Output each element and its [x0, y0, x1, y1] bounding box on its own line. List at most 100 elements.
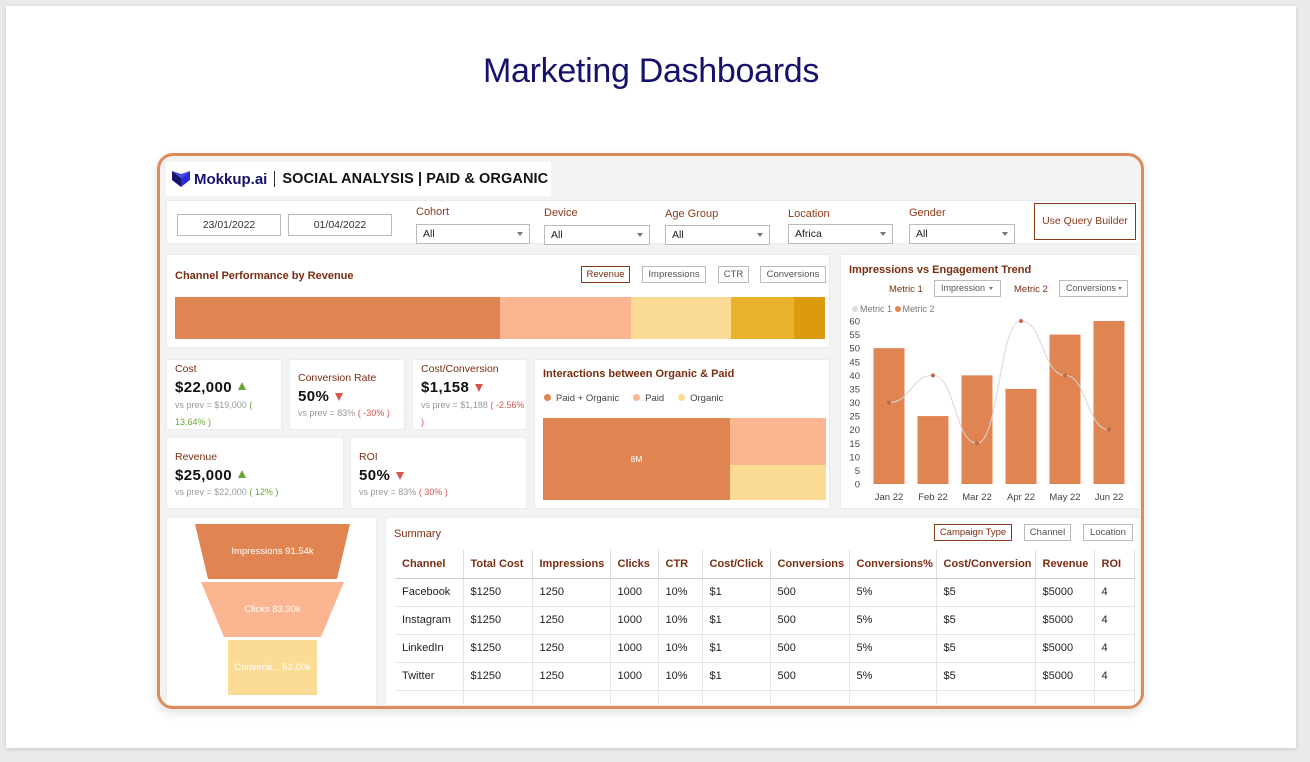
table-cell: Instagram — [395, 606, 464, 635]
location-select[interactable]: Africa — [788, 224, 893, 244]
table-cell: 1000 — [610, 634, 659, 663]
treemap-paid-organic: 8M — [543, 418, 730, 500]
table-cell: LinkedIn — [395, 634, 464, 663]
treemap-paid — [730, 418, 826, 465]
cohort-label: Cohort — [416, 206, 450, 218]
column-header[interactable]: CTR — [658, 550, 703, 579]
conversion-rate-value: 50% — [298, 388, 344, 405]
table-cell: $5000 — [1035, 606, 1095, 635]
device-label: Device — [544, 207, 578, 219]
column-header[interactable]: Conversions% — [849, 550, 937, 579]
column-header[interactable]: Cost/Click — [702, 550, 771, 579]
column-header[interactable]: Total Cost — [463, 550, 533, 579]
table-cell: 5% — [849, 662, 937, 691]
metric1-label: Metric 1 — [889, 284, 923, 295]
location-value: Africa — [795, 228, 822, 240]
legend-paid-organic: Paid + Organic — [544, 393, 619, 404]
column-header[interactable]: Conversions — [770, 550, 850, 579]
legend-metric2: Metric 2 — [902, 304, 935, 314]
stacked-bar-segment — [175, 297, 500, 339]
stacked-bar-segment — [631, 297, 732, 339]
legend-dot-icon — [633, 394, 641, 401]
table-cell: 4 — [1094, 634, 1135, 663]
query-builder-button[interactable]: Use Query Builder — [1034, 203, 1136, 240]
table-cell: 10% — [658, 606, 703, 635]
channel-performance-title: Channel Performance by Revenue — [175, 270, 354, 282]
line-point — [887, 400, 891, 405]
cost-per-conversion-label: Cost/Conversion — [421, 363, 499, 375]
header-divider — [274, 171, 276, 187]
table-cell: $1 — [702, 634, 771, 663]
table-row: LinkedIn $1250 1250 1000 10% $1 500 5% $5 $5000 4 — [395, 634, 1135, 663]
table-cell: 500 — [770, 662, 850, 691]
column-header[interactable]: Clicks — [610, 550, 659, 579]
trend-down-icon — [335, 393, 344, 401]
vs-prev-label: vs prev = — [421, 400, 458, 410]
kpi-card-roi — [350, 437, 527, 509]
legend-dot-icon — [894, 306, 901, 312]
table-cell — [770, 690, 850, 706]
table-cell: 10% — [658, 662, 703, 691]
bar — [1049, 334, 1081, 484]
legend-label: Organic — [690, 393, 724, 404]
table-cell: Facebook — [395, 578, 464, 607]
cost-change: ( 13.64% ) — [175, 400, 253, 427]
roi-label: ROI — [359, 451, 378, 463]
tab-ctr[interactable]: CTR — [718, 266, 749, 283]
gender-select[interactable]: All — [909, 224, 1015, 244]
table-cell: 1250 — [532, 662, 611, 691]
vs-prev-label: vs prev = — [298, 408, 335, 418]
metric2-label: Metric 2 — [1014, 284, 1048, 295]
revenue-value: $25,000 — [175, 467, 247, 484]
roi-comparison: vs prev = 83% ( 30% ) — [359, 484, 529, 501]
legend-dot-icon — [852, 306, 858, 312]
end-date-input[interactable]: 01/04/2022 — [288, 214, 392, 236]
table-cell: $1250 — [463, 606, 533, 635]
table-cell: 10% — [658, 578, 703, 607]
bar — [1093, 321, 1125, 484]
cost-per-conversion-prev: $1,188 — [460, 400, 488, 410]
age-group-select[interactable]: All — [665, 225, 770, 245]
tab-impressions[interactable]: Impressions — [642, 266, 706, 283]
table-cell — [1094, 690, 1135, 706]
table-cell: $1 — [702, 662, 771, 691]
conversion-rate-prev: 83% — [337, 408, 356, 418]
table-cell: $5000 — [1035, 662, 1095, 691]
location-label: Location — [788, 208, 830, 220]
column-header[interactable]: ROI — [1094, 550, 1135, 579]
cohort-select[interactable]: All — [416, 224, 530, 244]
column-header[interactable]: Channel — [395, 550, 464, 579]
tab-campaign-type[interactable]: Campaign Type — [934, 524, 1012, 541]
column-header[interactable]: Cost/Conversion — [936, 550, 1036, 579]
tab-location[interactable]: Location — [1083, 524, 1133, 541]
column-header[interactable]: Revenue — [1035, 550, 1095, 579]
revenue-change: ( 12% ) — [249, 487, 279, 497]
y-tick-label: 5 — [855, 466, 860, 477]
tab-revenue[interactable]: Revenue — [581, 266, 630, 283]
tab-channel[interactable]: Channel — [1024, 524, 1071, 541]
y-tick-label: 55 — [849, 330, 860, 341]
roi-amount: 50% — [359, 467, 391, 484]
brand-name: Mokkup.ai — [194, 170, 268, 188]
gender-label: Gender — [909, 207, 946, 219]
metric1-select[interactable]: Impression — [934, 280, 1001, 297]
device-select[interactable]: All — [544, 225, 650, 245]
chevron-down-icon — [757, 233, 763, 237]
tab-conversions[interactable]: Conversions — [760, 266, 826, 283]
table-cell — [702, 690, 771, 706]
table-cell: 5% — [849, 578, 937, 607]
column-header[interactable]: Impressions — [532, 550, 611, 579]
table-cell: 1250 — [532, 578, 611, 607]
bar — [1005, 388, 1037, 484]
chevron-down-icon — [637, 233, 643, 237]
table-header-row: Channel Total Cost Impressions Clicks CTR Cos… — [395, 550, 1135, 579]
trend-up-icon — [238, 382, 247, 390]
funnel-label-clicks: Clicks 83.30k — [244, 604, 301, 615]
metric2-select[interactable]: Conversions — [1059, 280, 1128, 297]
start-date-input[interactable]: 23/01/2022 — [177, 214, 281, 236]
trend-title: Impressions vs Engagement Trend — [849, 264, 1032, 276]
y-tick-label: 40 — [849, 371, 860, 382]
line-point — [931, 373, 935, 378]
funnel-label-impressions: Impressions 91.54k — [231, 546, 314, 557]
y-tick-label: 35 — [849, 384, 860, 395]
